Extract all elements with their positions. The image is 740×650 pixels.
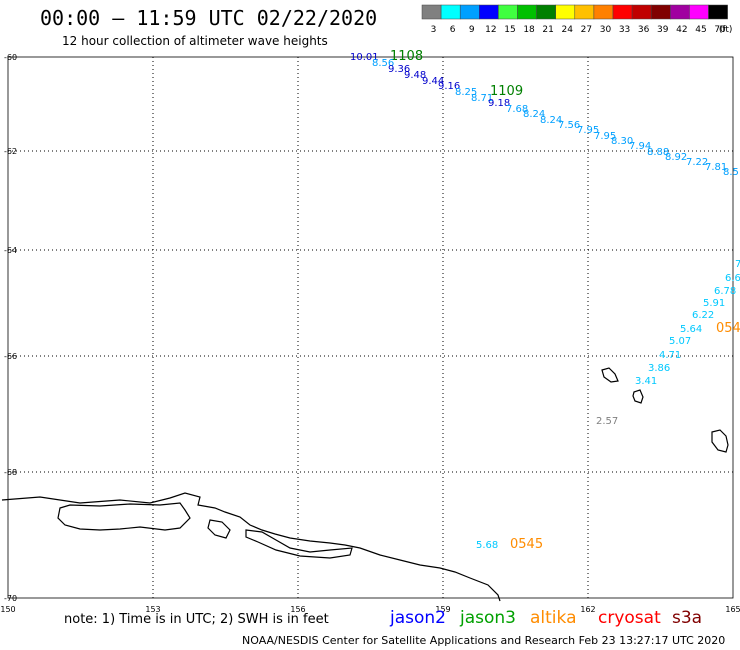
legend-label: 42	[676, 25, 687, 35]
antarctic-coastline	[1, 492, 501, 602]
map-frame	[7, 56, 734, 599]
swh-value-label: 8.30	[611, 136, 633, 147]
map-subtitle: 12 hour collection of altimeter wave hei…	[62, 34, 328, 48]
swh-value-label: 6.6	[725, 273, 740, 284]
swh-value-label: 8.24	[523, 109, 545, 120]
pass-time-label: 1109	[490, 84, 523, 99]
credit-line: NOAA/NESDIS Center for Satellite Applica…	[242, 634, 726, 647]
swh-value-label: 7.95	[577, 125, 599, 136]
swh-value-label: 7.95	[594, 131, 616, 142]
swh-value-label: 7.56	[558, 120, 580, 131]
swh-value-label: 8.71	[471, 93, 493, 104]
latitude-label: -60	[4, 53, 17, 62]
swh-value-label: 7.68	[506, 104, 528, 115]
longitude-label: 150	[0, 605, 15, 614]
legend-label: 6	[450, 25, 456, 35]
swh-value-label: 5.68	[476, 540, 498, 551]
swh-value-label: 9.18	[488, 98, 510, 109]
longitude-label: 162	[580, 605, 595, 614]
latitude-label: -70	[4, 594, 17, 603]
legend-label: 24	[562, 25, 574, 35]
swh-value-label: 9.48	[404, 70, 426, 81]
legend-label: 18	[523, 25, 535, 35]
legend-label: 33	[619, 25, 630, 35]
island-a	[601, 367, 619, 383]
legend-label: 3	[431, 25, 437, 35]
swh-value-label: 7.22	[686, 157, 708, 168]
satellite-label-cryosat: cryosat	[598, 608, 661, 628]
swh-value-label: 8.25	[455, 87, 477, 98]
swh-value-label: 5.91	[703, 298, 725, 309]
longitude-label: 156	[290, 605, 305, 614]
island-b	[632, 389, 644, 404]
legend-label: 9	[469, 25, 475, 35]
pass-time-label: 1108	[390, 49, 423, 64]
swh-value-label: 9.44	[422, 76, 444, 87]
map-grid	[7, 56, 734, 599]
latitude-label: -62	[4, 147, 17, 156]
legend-label: 70	[714, 25, 726, 35]
swh-value-label: 8.88	[647, 147, 669, 158]
legend-label: 39	[657, 25, 669, 35]
latitude-label: -66	[4, 352, 17, 361]
latitude-label: -64	[4, 246, 17, 255]
legend-label: 21	[542, 25, 553, 35]
coastline-inner-loop	[57, 502, 191, 531]
longitude-label: 165	[725, 605, 740, 614]
coastline-inlet	[245, 529, 353, 559]
coastline	[1, 367, 729, 602]
axis-labels: -60 -62 -64 -66 -68 -70 150 153 156 159 162 165	[0, 53, 740, 614]
legend-label: 27	[581, 25, 592, 35]
swh-value-label: 10.01	[350, 52, 379, 63]
pass-time-label: 054	[716, 321, 740, 336]
swh-value-label: 3.86	[648, 363, 670, 374]
latitude-label: -68	[4, 468, 17, 477]
longitude-label: 159	[435, 605, 450, 614]
swh-value-label: 7	[735, 259, 740, 270]
swh-value-label: 8.24	[540, 115, 562, 126]
swh-value-label: 7.81	[705, 162, 727, 173]
swh-value-label: 2.57	[596, 416, 618, 427]
swh-value-label: 5.07	[669, 336, 691, 347]
swh-value-label: 4.71	[659, 350, 681, 361]
satellite-label-s3a: s3a	[672, 608, 703, 628]
satellite-label-altika: altika	[530, 608, 577, 628]
swh-color-legend: 3 6 9 12 15 18 21 24 27 30 33 36 39 42 45 70(ft)	[421, 4, 733, 35]
legend-label: 36	[638, 25, 650, 35]
swh-value-label: 9.36	[388, 64, 410, 75]
pass-time-label: 0545	[510, 537, 543, 552]
legend-unit: (ft)	[719, 25, 733, 35]
units-note: note: 1) Time is in UTC; 2) SWH is in fe…	[64, 612, 329, 627]
swh-value-label: 8.56	[372, 58, 394, 69]
map-title: 00:00 — 11:59 UTC 02/22/2020	[40, 6, 378, 30]
island-c	[711, 429, 729, 453]
legend-label: 45	[695, 25, 706, 35]
swh-value-label: 8.5	[723, 167, 739, 178]
longitude-label: 153	[145, 605, 160, 614]
swh-value-label: 6.22	[692, 310, 714, 321]
track-labels: 1108 1109 0545 054 10.018.569.369.489.449.16…	[350, 49, 740, 552]
coastline-bay	[207, 519, 231, 539]
swh-value-label: 7.94	[629, 141, 651, 152]
satellite-label-jason3: jason3	[460, 608, 516, 628]
swh-value-label: 8.92	[665, 152, 687, 163]
legend-label: 12	[485, 25, 496, 35]
legend-label: 15	[504, 25, 515, 35]
swh-value-label: 5.64	[680, 324, 702, 335]
legend-swatch	[708, 4, 728, 20]
legend-label: 30	[600, 25, 612, 35]
swh-value-label: 3.41	[635, 376, 657, 387]
satellite-label-jason2: jason2	[390, 608, 446, 628]
swh-value-label: 6.78	[714, 286, 736, 297]
swh-value-label: 9.16	[438, 81, 460, 92]
